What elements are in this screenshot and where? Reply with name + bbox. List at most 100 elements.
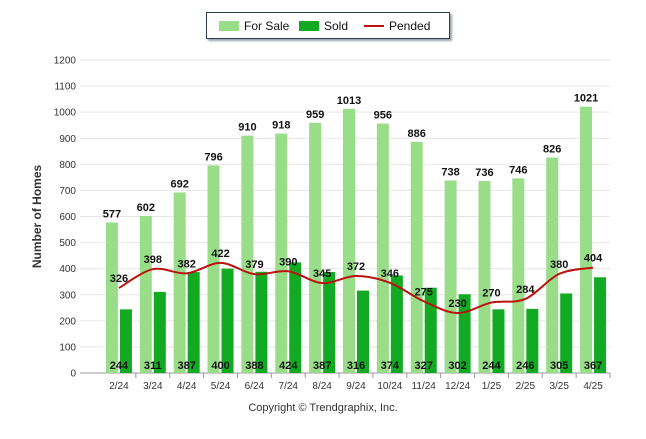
line-pended: [118, 261, 594, 315]
data-label-sold: 316: [347, 360, 365, 372]
data-label-sold: 246: [516, 360, 534, 372]
y-tick-label: 0: [70, 369, 76, 380]
copyright-text: Copyright © Trendgraphix, Inc.: [248, 402, 398, 414]
data-label-for-sale: 736: [475, 167, 493, 179]
bar-for-sale: [275, 133, 288, 373]
bar-for-sale: [546, 157, 559, 373]
x-tick-label: 5/24: [211, 381, 231, 392]
y-tick-label: 600: [59, 212, 76, 223]
bar-for-sale: [173, 192, 186, 373]
data-label-sold: 424: [279, 360, 298, 372]
data-label-sold: 388: [245, 360, 263, 372]
bar-for-sale: [444, 180, 457, 373]
bar-for-sale: [241, 135, 254, 373]
y-tick-label: 1000: [54, 108, 77, 119]
x-tick-label: 2/24: [109, 381, 129, 392]
y-tick-label: 400: [59, 264, 76, 275]
data-label-pended: 372: [347, 261, 365, 273]
x-tick-label: 4/25: [583, 381, 603, 392]
data-label-sold: 387: [313, 360, 331, 372]
data-label-pended: 390: [279, 256, 297, 268]
bar-sold: [424, 287, 437, 373]
x-tick-label: 2/25: [516, 381, 536, 392]
data-label-sold: 367: [584, 360, 602, 372]
y-tick-label: 900: [59, 134, 76, 145]
y-tick-label: 500: [59, 238, 76, 249]
bar-for-sale: [410, 141, 423, 373]
x-tick-label: 3/25: [549, 381, 569, 392]
data-label-for-sale: 746: [509, 164, 527, 176]
data-label-for-sale: 738: [441, 167, 459, 179]
legend-label-sold: Sold: [324, 19, 349, 33]
data-label-pended: 379: [245, 259, 263, 271]
data-label-pended: 345: [313, 268, 331, 280]
data-label-pended: 230: [448, 298, 466, 310]
data-label-for-sale: 959: [306, 109, 324, 121]
data-label-sold: 305: [550, 360, 568, 372]
data-label-for-sale: 577: [103, 208, 121, 220]
bar-sold: [560, 293, 573, 373]
data-label-for-sale: 886: [408, 128, 426, 140]
x-tick-label: 7/24: [279, 381, 299, 392]
bar-for-sale: [309, 122, 322, 373]
bar-sold: [357, 290, 369, 373]
data-label-pended: 382: [177, 258, 195, 270]
x-tick-label: 6/24: [245, 381, 265, 392]
data-label-pended: 422: [211, 248, 229, 260]
y-tick-label: 1200: [54, 56, 77, 67]
data-label-for-sale: 1013: [337, 95, 361, 107]
data-label-pended: 380: [550, 259, 568, 271]
data-label-pended: 275: [415, 286, 433, 298]
data-label-pended: 284: [516, 284, 535, 296]
data-label-pended: 398: [144, 254, 162, 266]
bar-for-sale: [105, 222, 118, 373]
x-tick-label: 4/24: [177, 381, 197, 392]
y-tick-label: 200: [59, 316, 76, 327]
bar-sold: [458, 294, 471, 373]
legend-item-pended: Pended: [364, 19, 430, 33]
bar-sold: [594, 277, 607, 373]
data-label-sold: 387: [177, 360, 195, 372]
data-label-for-sale: 826: [543, 144, 561, 156]
bar-for-sale: [139, 215, 152, 373]
legend-item-sold: Sold: [299, 19, 348, 33]
bar-for-sale: [343, 108, 355, 374]
x-tick-label: 10/24: [377, 381, 402, 392]
x-tick-label: 11/24: [412, 381, 437, 392]
bar-sold: [255, 271, 268, 373]
bar-sold: [119, 309, 132, 373]
x-tick-label: 8/24: [312, 381, 332, 392]
data-label-pended: 326: [110, 273, 128, 285]
data-label-sold: 302: [448, 360, 466, 372]
y-axis-label: Number of Homes: [30, 165, 44, 269]
legend-swatch-pended: [364, 25, 384, 27]
bar-sold: [526, 308, 539, 373]
bar-sold: [153, 291, 166, 373]
data-label-for-sale: 910: [238, 122, 256, 134]
bar-sold: [221, 268, 234, 373]
data-label-for-sale: 956: [374, 110, 392, 122]
data-label-for-sale: 1021: [574, 93, 598, 105]
bar-sold: [187, 272, 200, 373]
data-label-sold: 244: [110, 360, 129, 372]
data-label-for-sale: 796: [204, 151, 222, 163]
data-label-sold: 311: [144, 360, 162, 372]
bar-for-sale: [376, 123, 389, 373]
y-tick-label: 700: [59, 186, 76, 197]
legend-item-for-sale: For Sale: [219, 19, 289, 33]
data-label-sold: 244: [482, 360, 501, 372]
data-label-sold: 400: [211, 360, 229, 372]
bar-for-sale: [580, 106, 593, 374]
x-tick-label: 1/25: [482, 381, 502, 392]
data-label-pended: 346: [381, 268, 399, 280]
legend-label-pended: Pended: [389, 19, 431, 33]
y-tick-label: 100: [59, 342, 76, 353]
data-label-for-sale: 602: [137, 202, 155, 214]
y-tick-label: 1100: [54, 82, 76, 93]
y-tick-label: 300: [59, 290, 76, 301]
y-tick-label: 800: [59, 160, 76, 171]
x-tick-label: 3/24: [143, 381, 163, 392]
bar-sold: [492, 309, 505, 373]
